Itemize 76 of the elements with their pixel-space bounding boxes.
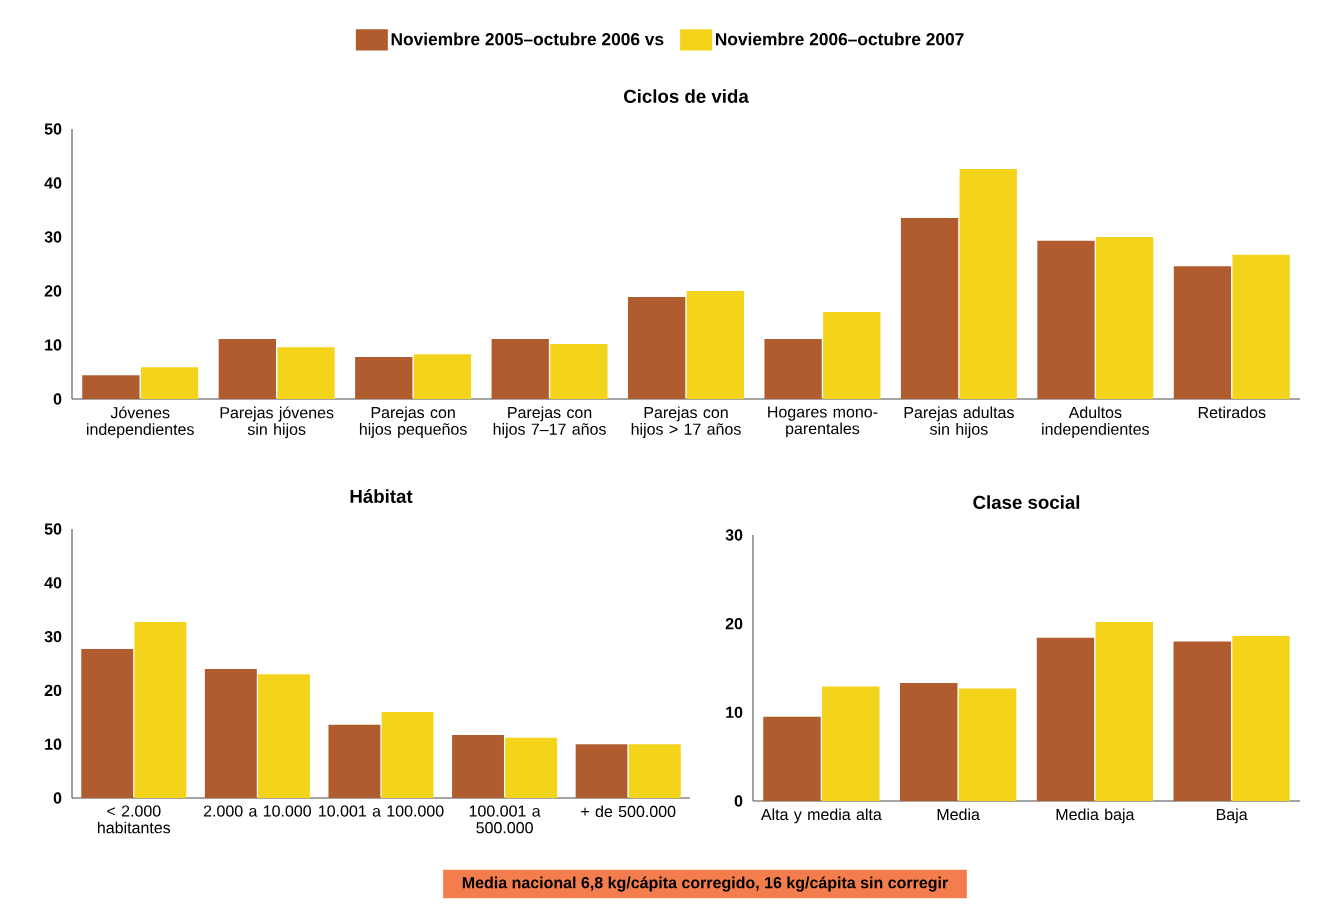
y-tick-label: 50: [44, 523, 62, 535]
y-tick-label: 50: [44, 123, 62, 135]
legend-label: Noviembre 2006–octubre 2007: [715, 32, 964, 46]
bar: [140, 367, 199, 399]
bar: [822, 686, 880, 801]
chart-title: Hábitat: [350, 489, 413, 503]
bar: [959, 168, 1017, 399]
y-tick-label: 40: [44, 177, 62, 189]
bar: [1232, 254, 1290, 399]
bar: [900, 218, 959, 399]
x-tick-label: Adultos independientes: [1042, 406, 1149, 438]
bar: [355, 356, 413, 399]
x-tick-label: + de 500.000: [581, 805, 676, 818]
x-tick-label: Alta y media alta: [760, 808, 882, 824]
bar: [452, 735, 504, 798]
legend-label: Noviembre 2005–octubre 2006 vs: [391, 32, 664, 46]
bar: [134, 622, 187, 798]
bar: [81, 648, 134, 798]
bar: [628, 744, 681, 798]
x-tick-label: Hogares mono-parentales: [768, 406, 878, 438]
y-tick-label: 10: [726, 706, 743, 718]
x-tick-label: < 2.000 habitantes: [97, 805, 171, 834]
y-tick-label: 0: [734, 795, 743, 807]
bar: [1036, 637, 1095, 801]
x-tick-label: Parejas con hijos > 17 años: [631, 406, 741, 438]
x-tick-label: Parejas adultas sin hijos: [904, 406, 1014, 438]
bar: [258, 674, 310, 798]
x-tick-label: 100.001 a 500.000: [469, 805, 541, 834]
text: Media nacional 6,8 kg/cápita corregido, 16 kg/cápita sin corregir: [462, 876, 948, 892]
bar: [381, 711, 434, 798]
bar: [900, 683, 958, 801]
bar: [218, 339, 276, 399]
bar: [491, 339, 549, 399]
x-tick-label: Parejas con hijos 7–17 años: [493, 406, 606, 438]
bar: [1173, 641, 1231, 801]
bar: [204, 668, 257, 798]
y-tick-label: 10: [45, 339, 62, 351]
bar: [1173, 266, 1232, 399]
y-tick-label: 20: [725, 618, 743, 630]
x-tick-label: Baja: [1216, 808, 1248, 824]
bar: [1095, 621, 1153, 801]
y-tick-label: 20: [44, 285, 62, 297]
bar: [413, 354, 472, 399]
x-tick-label: Media baja: [1056, 808, 1135, 824]
bar: [628, 296, 686, 399]
x-tick-label: 10.001 a 100.000: [319, 805, 444, 817]
bar: [764, 339, 822, 399]
bar: [686, 291, 744, 399]
y-tick-label: 0: [53, 792, 62, 804]
bar: [1037, 240, 1095, 399]
bar: [823, 312, 881, 399]
x-tick-label: Retirados: [1198, 406, 1266, 419]
bar: [550, 343, 608, 399]
bar: [763, 716, 821, 801]
bar: [82, 375, 140, 399]
bar: [505, 737, 558, 798]
chart-title: Clase social: [973, 495, 1080, 509]
y-tick-label: 30: [44, 630, 62, 643]
x-tick-label: 2.000 a 10.000: [203, 805, 312, 817]
bar: [1096, 236, 1154, 399]
x-tick-label: Media: [937, 808, 980, 821]
x-tick-label: Jóvenes independientes: [87, 406, 194, 439]
y-tick-label: 20: [44, 684, 62, 697]
bar: [277, 347, 335, 399]
x-tick-label: Parejas jóvenes sin hijos: [220, 406, 334, 439]
y-tick-label: 10: [45, 738, 62, 750]
bar: [1232, 636, 1290, 801]
x-tick-label: Parejas con hijos pequeños: [359, 406, 467, 438]
y-tick-label: 0: [53, 393, 62, 405]
y-tick-label: 30: [725, 529, 743, 541]
chart-title: Ciclos de vida: [624, 89, 749, 103]
bar: [575, 744, 628, 798]
y-tick-label: 30: [44, 231, 62, 243]
bar: [328, 724, 381, 798]
bar: [958, 688, 1017, 801]
y-tick-label: 40: [44, 577, 62, 589]
